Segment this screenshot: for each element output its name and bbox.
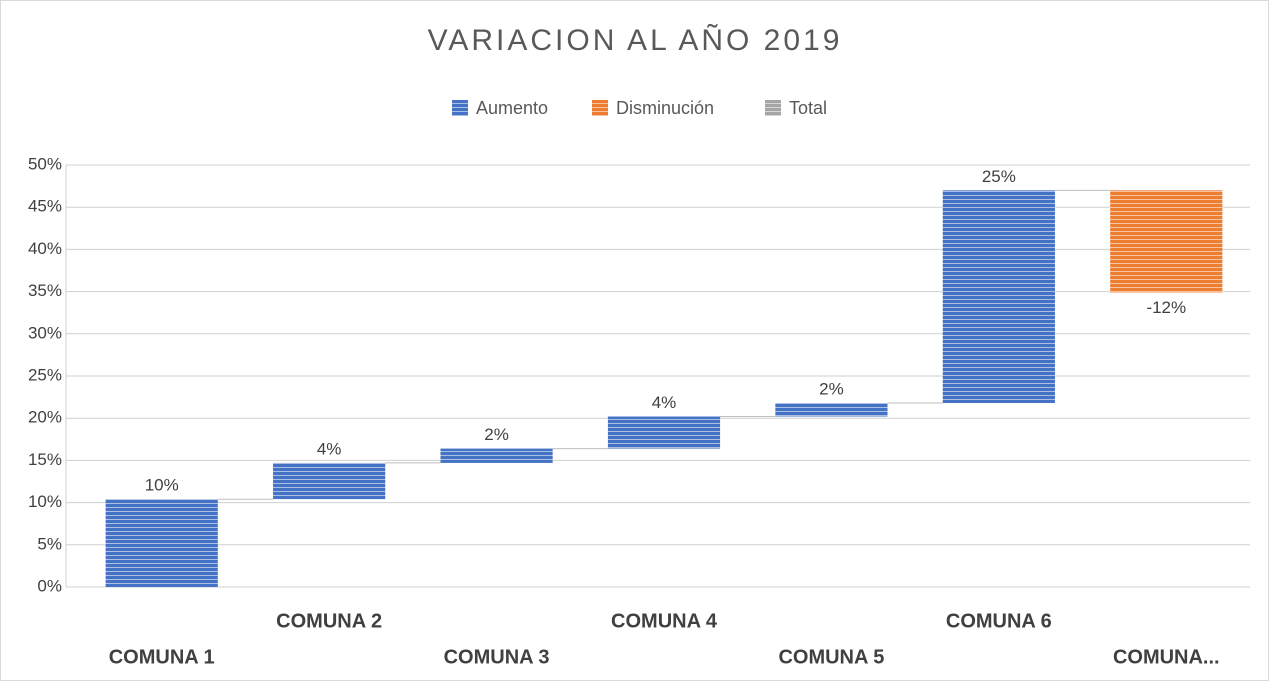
x-tick-label: COMUNA 6	[946, 610, 1052, 632]
legend-swatch	[592, 100, 608, 116]
chart-title: VARIACION AL AÑO 2019	[428, 23, 843, 57]
x-tick-label: COMUNA 5	[778, 646, 884, 668]
legend-swatch	[765, 100, 781, 116]
data-label: 4%	[652, 393, 677, 412]
bar	[105, 499, 218, 587]
data-label: 2%	[819, 379, 844, 398]
x-tick-label: COMUNA 4	[611, 610, 718, 632]
data-label: 25%	[982, 167, 1016, 186]
y-tick-label: 30%	[28, 323, 62, 342]
y-tick-label: 0%	[37, 576, 62, 595]
legend-swatch	[452, 100, 468, 116]
bar	[1110, 190, 1223, 293]
x-tick-label: COMUNA...	[1113, 646, 1220, 668]
y-tick-label: 10%	[28, 492, 62, 511]
data-label: 4%	[317, 439, 342, 458]
legend-label: Total	[789, 98, 827, 118]
data-label: 10%	[145, 476, 179, 495]
bar	[607, 416, 721, 449]
y-tick-label: 15%	[28, 450, 62, 469]
y-tick-label: 35%	[28, 281, 62, 300]
x-tick-label: COMUNA 2	[276, 610, 382, 632]
y-tick-label: 20%	[28, 408, 62, 427]
x-tick-label: COMUNA 1	[109, 646, 215, 668]
bar	[775, 403, 888, 417]
y-tick-label: 45%	[28, 197, 62, 216]
y-tick-label: 50%	[28, 154, 62, 173]
y-tick-label: 25%	[28, 365, 62, 384]
bar	[273, 462, 386, 500]
bar	[942, 190, 1055, 404]
y-tick-label: 5%	[37, 534, 62, 553]
legend-label: Aumento	[476, 98, 548, 118]
legend-label: Disminución	[616, 98, 714, 118]
bar	[440, 448, 553, 463]
data-label: -12%	[1146, 298, 1186, 317]
data-label: 2%	[484, 425, 509, 444]
x-tick-label: COMUNA 3	[444, 646, 550, 668]
y-tick-label: 40%	[28, 239, 62, 258]
